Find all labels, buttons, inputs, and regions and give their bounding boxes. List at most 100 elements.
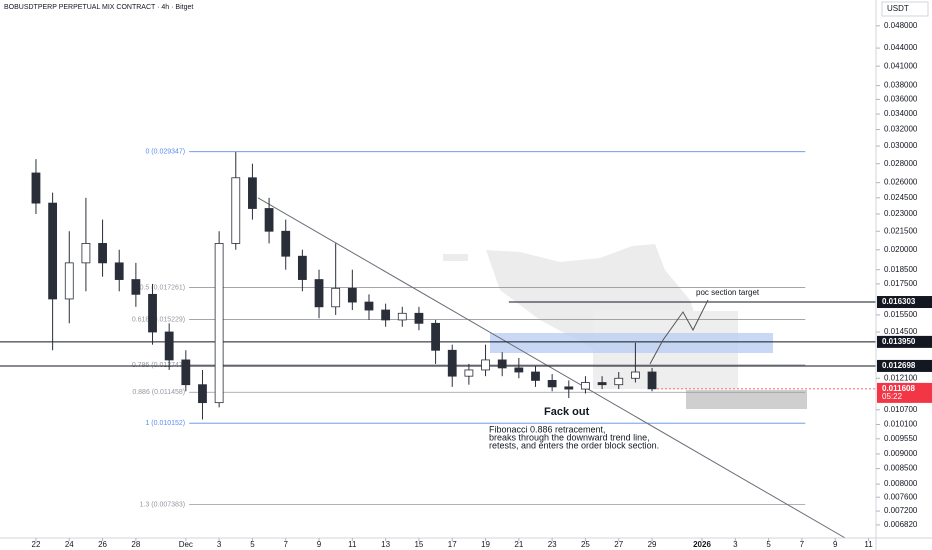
candle-body (131, 279, 141, 295)
candle-body (248, 177, 257, 209)
x-tick-label: 11 (348, 540, 357, 549)
candle-body (581, 382, 590, 390)
chart-title: BOBUSDTPERP PERPETUAL MIX CONTRACT · 4h … (4, 4, 193, 11)
x-tick-label: 9 (833, 540, 838, 549)
annotation-target: poc section target (696, 288, 760, 297)
fib-label: 0 (0.029347) (145, 149, 185, 156)
price-tag-label: 0.011608 (882, 384, 915, 393)
y-tick-label: 0.007200 (884, 506, 918, 515)
y-tick-label: 0.024500 (884, 193, 918, 202)
candle-body (397, 312, 407, 321)
candle-body (297, 255, 307, 280)
candle-body (447, 349, 457, 377)
candle-body (414, 312, 424, 324)
fib-label: 0.886 (0.011458) (132, 389, 185, 396)
x-tick-label: 5 (766, 540, 771, 549)
target-box (686, 390, 807, 409)
y-tick-label: 0.020000 (884, 245, 918, 254)
candle-body (314, 279, 324, 308)
y-tick-label: 0.018500 (884, 265, 918, 274)
y-tick-label: 0.014500 (884, 327, 918, 336)
candle-body (281, 230, 291, 257)
fib-label: 0.786 (0.012747) (132, 362, 185, 369)
candle-body (647, 371, 657, 390)
trendline (257, 197, 846, 539)
x-tick-label: 15 (414, 540, 423, 549)
projection-path (649, 299, 709, 365)
y-tick-label: 0.017500 (884, 279, 918, 288)
annotation-note: retests, and enters the order block sect… (489, 440, 659, 450)
candle-body (531, 371, 540, 381)
fib-label: 0.5 (0.017261) (140, 284, 186, 291)
candle-body (364, 301, 374, 311)
candle-body (564, 386, 574, 390)
price-tag (877, 382, 932, 403)
y-tick-label: 0.010100 (884, 420, 918, 429)
x-tick-label: 17 (448, 540, 457, 549)
y-tick-label: 0.008000 (884, 479, 918, 488)
y-tick-label: 0.009550 (884, 434, 918, 443)
x-tick-label: 7 (284, 540, 289, 549)
x-tick-label: 3 (733, 540, 738, 549)
price-tag (877, 296, 932, 309)
candle-body (164, 331, 174, 361)
y-tick-label: 0.030000 (884, 141, 918, 150)
y-tick-label: 0.012100 (884, 373, 918, 382)
candle-body (481, 359, 490, 371)
candle-body (547, 379, 557, 388)
y-tick-label: 0.026000 (884, 178, 918, 187)
annotation-fake: Fack out (544, 406, 590, 418)
x-tick-label: 2026 (693, 540, 711, 549)
x-tick-label: 9 (317, 540, 322, 549)
candle-body (148, 293, 157, 333)
y-tick-label: 0.032000 (884, 125, 918, 134)
x-tick-label: 5 (250, 540, 255, 549)
y-tick-label: 0.041000 (884, 61, 918, 70)
price-tag (877, 335, 932, 348)
candle-body (31, 172, 41, 204)
candle-body (48, 202, 58, 300)
fib-label: 0.618 (0.015229) (132, 316, 185, 323)
annotation-note: breaks through the downward trend line, (489, 432, 650, 442)
candle-body (64, 262, 74, 300)
y-tick-label: 0.023000 (884, 209, 918, 218)
candle-body (264, 208, 274, 232)
y-tick-label: 0.009000 (884, 449, 918, 458)
y-tick-label: 0.008500 (884, 464, 918, 473)
x-tick-label: 21 (514, 540, 523, 549)
x-tick-label: 22 (32, 540, 41, 549)
price-tag-label: 0.013950 (882, 337, 916, 346)
x-tick-label: 29 (648, 540, 657, 549)
x-tick-label: 7 (800, 540, 805, 549)
x-tick-label: 26 (98, 540, 107, 549)
y-tick-label: 0.044000 (884, 43, 918, 52)
candle-body (98, 243, 107, 264)
y-tick-label: 0.007600 (884, 492, 918, 501)
x-tick-label: 13 (381, 540, 390, 549)
candle-body (114, 262, 124, 280)
order-block (490, 333, 773, 353)
candle-body (431, 322, 440, 351)
x-tick-label: 24 (65, 540, 74, 549)
y-tick-label: 0.010700 (884, 405, 918, 414)
countdown: 05:22 (882, 392, 903, 401)
x-tick-label: 27 (614, 540, 623, 549)
candle-body (464, 369, 474, 377)
y-tick-label: 0.034000 (884, 109, 918, 118)
candle-body (597, 382, 607, 386)
x-tick-label: Dec (179, 540, 193, 549)
y-tick-label: 0.038000 (884, 81, 918, 90)
y-tick-label: 0.048000 (884, 21, 918, 30)
candle-body (198, 384, 207, 404)
fib-label: 1 (0.010152) (145, 420, 185, 427)
price-tag-label: 0.012698 (882, 361, 916, 370)
price-tag-label: 0.016303 (882, 297, 916, 306)
x-tick-label: 11 (864, 540, 873, 549)
x-tick-label: 23 (548, 540, 557, 549)
y-tick-label: 0.028000 (884, 159, 918, 168)
candle-body (630, 371, 640, 379)
shade-box (443, 254, 468, 261)
candle-body (331, 287, 341, 308)
